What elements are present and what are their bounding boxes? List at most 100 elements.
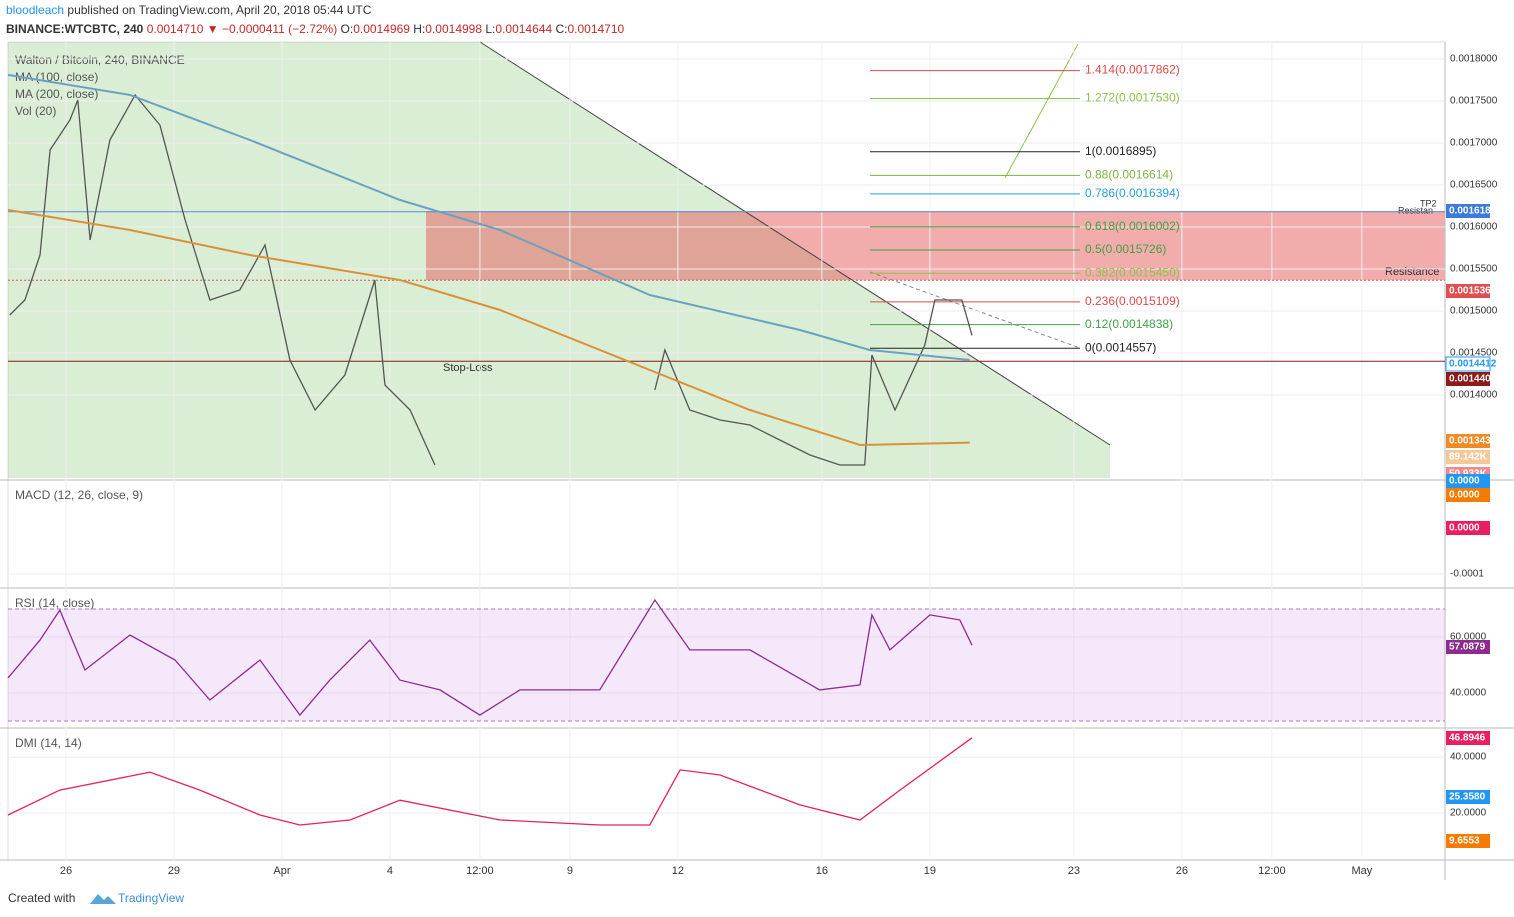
value-box-label: 0.0000 [1449,523,1480,534]
y-tick-label: 0.0017500 [1450,96,1498,107]
value-box [1446,434,1490,448]
value-box-label: 0.0014402 [1449,374,1497,385]
value-box [1446,521,1490,535]
fib-label: 0(0.0014557) [1085,340,1156,354]
fib-label: 0.88(0.0016614) [1085,168,1173,182]
ohlc-value: 0.0014998 [425,22,483,36]
footer-text: Created with [8,891,75,905]
value-box-label: 89.142K [1449,452,1488,463]
fib-label: 0.236(0.0015109) [1085,294,1180,308]
y-tick-label: 0.0015500 [1450,264,1498,275]
y-tick-label: 0.0016000 [1450,222,1498,233]
fib-label: 1.414(0.0017862) [1085,63,1180,77]
resistance-zone [426,211,1445,280]
ohlc-value: 0.0014969 [353,22,410,36]
legend: Walton / Bitcoin, 240, BINANCE [15,53,185,67]
value-box [1446,834,1490,848]
pane-title: RSI (14, close) [15,596,94,610]
value-box-label: 0.0014412 [1449,359,1497,370]
trendline [479,41,1111,446]
fib-label: 0.12(0.0014838) [1085,317,1173,331]
x-tick-label: 12:00 [466,865,494,877]
y-tick-label: 60.0000 [1450,632,1487,643]
series-line [9,93,973,466]
y-tick-label: 40.0000 [1450,752,1487,763]
x-tick-label: 26 [60,865,72,877]
fib-label: 1.272(0.0017530) [1085,91,1180,105]
value-box-label: 0.0015366 [1449,286,1497,297]
tp2-label: TP2 [1420,198,1437,208]
published: published on TradingView.com, April 20, … [67,3,372,17]
quote: BINANCE:WTCBTC, 240 0.0014710 ▼ −0.00004… [6,22,624,36]
x-tick-label: 12:00 [1258,865,1286,877]
legend: Vol (20) [15,104,56,118]
y-tick-label: 0.0014000 [1450,390,1498,401]
ohlc-key: O: [340,22,354,36]
rsi-band [8,609,1445,721]
value-box-label: 25.3580 [1449,792,1486,803]
arrow: ▼ [206,22,219,36]
value-box-label: 46.8946 [1449,733,1486,744]
value-box [1446,640,1490,654]
value-box [1446,488,1490,502]
value-box [1446,474,1490,488]
pane-title: DMI (14, 14) [15,736,82,750]
value-box [1446,284,1490,298]
fib-label: 0.618(0.0016002) [1085,219,1180,233]
series-line [7,737,973,826]
pane-title: MACD (12, 26, close, 9) [15,488,143,502]
fib-label: 0.5(0.0015726) [1085,242,1166,256]
logo [90,894,116,904]
series-line [7,598,973,717]
ohlc-value: 0.0014644 [495,22,553,36]
fib-label: 1(0.0016895) [1085,144,1156,158]
x-tick-label: 19 [924,865,936,877]
ohlc-value: 0.0014710 [567,22,625,36]
x-tick-label: May [1351,865,1372,877]
y-tick-label: 0.0016500 [1450,180,1498,191]
value-box-label: 0.0000 [1449,490,1480,501]
ohlc-key: L: [485,22,496,36]
y-tick-label: 40.0000 [1450,688,1487,699]
series-line [7,73,970,361]
fib-label: 0.786(0.0016394) [1085,186,1180,200]
value-box [1446,450,1490,464]
fib-label: 0.382(0.0015450) [1085,265,1180,279]
ohlc-key: C: [555,22,568,36]
y-tick-label: 0.0015000 [1450,306,1498,317]
value-box-label: 0.0016181 [1449,206,1497,217]
value-box-label: 9.6553 [1449,836,1480,847]
value-box-label: 0.0000 [1449,476,1480,487]
resistance-label: Resistan [1398,205,1433,215]
footer-brand[interactable]: TradingView [118,891,184,905]
x-tick-label: 12 [672,865,684,877]
x-tick-label: 26 [1176,865,1188,877]
value-box [1446,731,1490,745]
y-tick-label: -0.0001 [1450,569,1484,580]
y-tick-label: 0.0014500 [1450,348,1498,359]
value-box-label: 0.0013433 [1449,436,1497,447]
ohlc: O:0.0014969 H:0.0014998 L:0.0014644 C:0.… [341,22,625,36]
stop-loss-label: Stop-Loss [443,362,493,374]
fib-diagonal [869,271,1081,349]
value-box [1445,356,1491,372]
value-box [1446,204,1490,218]
series-line [7,209,970,447]
value-box-label: 57.0879 [1449,642,1486,653]
ohlc-key: H: [413,22,426,36]
value-box [1446,790,1490,804]
last: 0.0014710 [146,22,204,36]
x-tick-label: 16 [816,865,828,877]
y-tick-label: 20.0000 [1450,808,1487,819]
y-tick-label: 0.0017000 [1450,138,1498,149]
x-tick-label: 4 [387,865,393,877]
author[interactable]: bloodleach [6,3,65,17]
resistance-label: Resistance [1385,266,1439,278]
x-tick-label: 9 [567,865,573,877]
y-tick-label: 0.0018000 [1450,54,1498,65]
header: bloodleach published on TradingView.com,… [6,3,371,17]
x-tick-label: 23 [1068,865,1080,877]
legend: MA (100, close) [15,70,98,84]
x-tick-label: 29 [168,865,180,877]
